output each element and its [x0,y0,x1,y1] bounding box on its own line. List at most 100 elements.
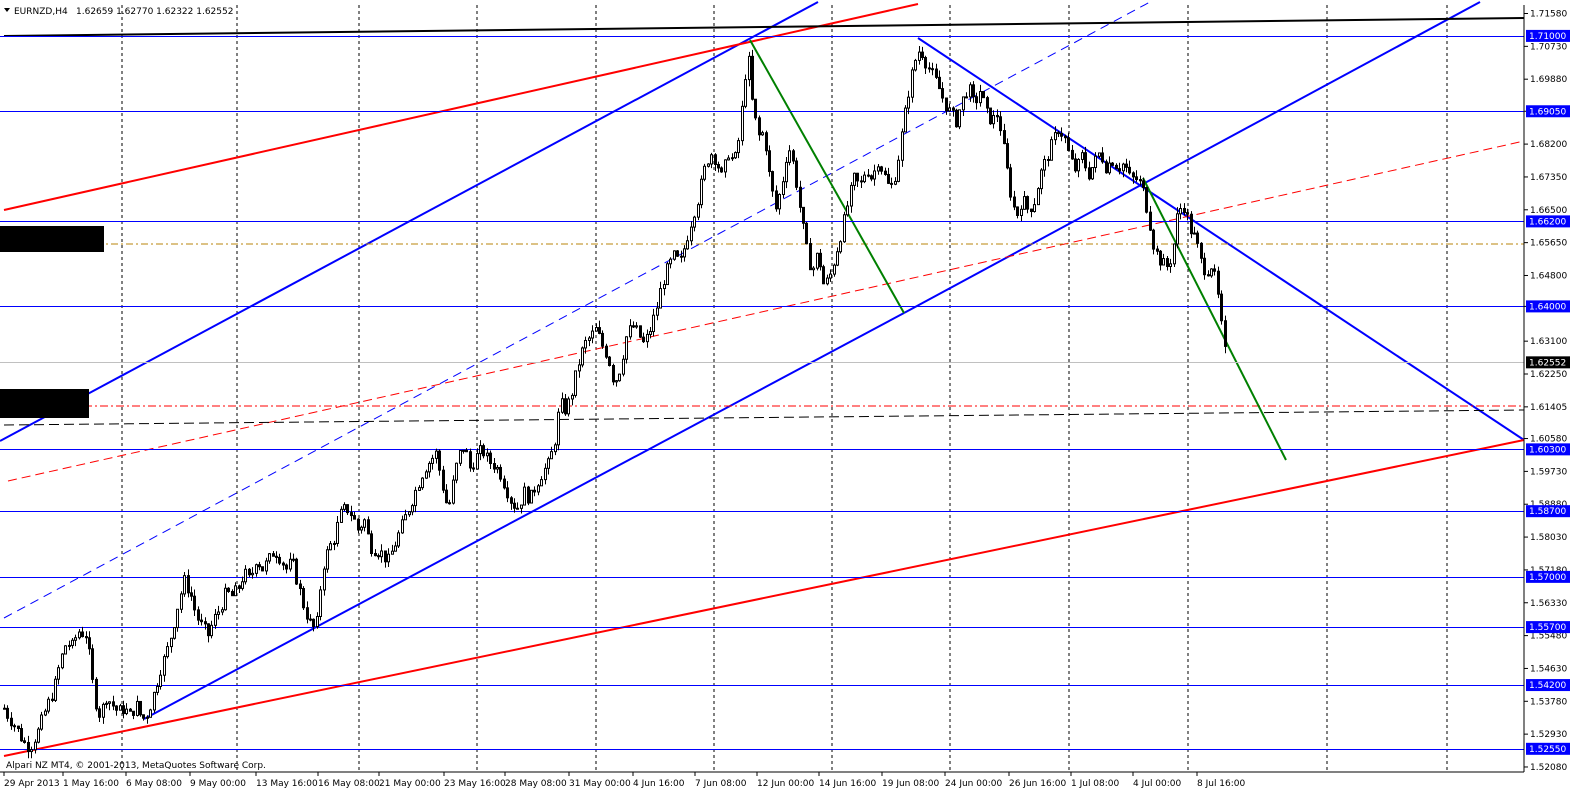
candle-body [132,710,135,716]
candle-body [71,639,74,646]
candle-body [149,709,152,718]
candle-body [914,59,917,71]
chart-header: EURNZD,H4 1.62659 1.62770 1.62322 1.6255… [4,7,233,17]
chart-menu-triangle-icon[interactable] [4,8,10,12]
candle-body [802,206,805,224]
candle-body [142,714,145,719]
candle-body [629,325,632,338]
blue-dashed-median-line [3,1,1151,619]
candle-body [649,331,652,335]
candle-body [204,621,207,625]
candle-body [1122,163,1125,172]
candle-body [843,214,846,243]
candle-body [278,556,281,564]
candle-body [1179,208,1182,215]
candle-body [272,553,275,557]
candle-body [1094,155,1097,169]
candle-body [1220,293,1223,322]
candle-body [452,479,455,504]
black-top-line [3,17,1525,37]
candle-body [329,543,332,551]
time-tick-label: 28 May 08:00 [505,779,567,789]
candle-body [1067,137,1070,151]
candle-body [1176,213,1179,245]
candle-body [1207,274,1210,277]
candle-body [445,489,448,504]
candle-body [516,507,519,510]
candle-body [190,592,193,597]
candle-body [81,631,84,638]
candle-body [734,152,737,159]
candle-body [673,250,676,260]
candle-body [622,358,625,375]
candle-body [95,678,98,710]
candle-body [54,678,57,701]
candle-body [714,154,717,165]
candle-body [153,691,156,711]
candle-body [1135,176,1138,181]
candle-body [724,159,727,173]
candle-body [1057,132,1060,135]
candle-body [136,700,139,716]
candle-body [1111,162,1114,166]
green-fib-line-1 [749,39,905,314]
candle-body [904,107,907,133]
candle-body [1193,232,1196,235]
candle-body [462,449,465,452]
candle-body [37,728,40,743]
candle-body [867,174,870,177]
candle-body [210,624,213,637]
candle-body [884,170,887,175]
time-tick-label: 16 May 08:00 [318,779,380,789]
object-boxes [0,226,104,418]
candle-body [703,165,706,180]
candle-body [10,717,13,727]
candles [3,45,1227,759]
candle-body [176,608,179,629]
channel-lower-line [143,312,905,720]
candle-body [822,266,825,285]
candle-body [404,514,407,521]
candle-body [901,131,904,161]
level-price-tag-label: 1.58700 [1529,507,1566,517]
price-tick-label: 1.58030 [1530,533,1567,543]
candle-body [200,619,203,623]
time-tick-label: 24 Jun 00:00 [945,779,1002,789]
candle-body [459,450,462,464]
candle-body [85,636,88,639]
descending-resistance-line [917,37,1525,441]
candle-body [13,725,16,728]
candle-body [68,644,71,647]
level-price-tag-label: 1.55700 [1529,623,1566,633]
level-price-tag-label: 1.52550 [1529,745,1566,755]
candle-body [955,109,958,128]
candle-body [496,466,499,470]
price-tick-label: 1.69880 [1530,75,1567,85]
candle-body [948,107,951,112]
price-tick-label: 1.67350 [1530,173,1567,183]
time-tick-label: 13 May 16:00 [256,779,318,789]
candle-body [408,511,411,516]
candle-body [958,109,961,128]
candle-body [1200,242,1203,259]
level-price-tag [1526,742,1570,755]
candle-body [642,336,645,343]
level-price-tag-label: 1.60300 [1529,445,1566,455]
candle-body [1159,250,1162,266]
candle-body [839,241,842,253]
candle-body [455,462,458,481]
candle-body [836,251,839,266]
candle-body [112,701,115,707]
candle-body [829,273,832,279]
candle-body [183,575,186,595]
price-tick-label: 1.68200 [1530,140,1567,150]
candle-body [224,587,227,611]
candle-body [282,562,285,566]
level-price-tag [1526,443,1570,456]
candle-body [1183,208,1186,214]
level-price-tag-label: 1.54200 [1529,681,1566,691]
candle-body [227,587,230,592]
candle-body [870,175,873,180]
price-tick-label: 1.55480 [1530,632,1567,642]
candle-body [44,710,47,716]
